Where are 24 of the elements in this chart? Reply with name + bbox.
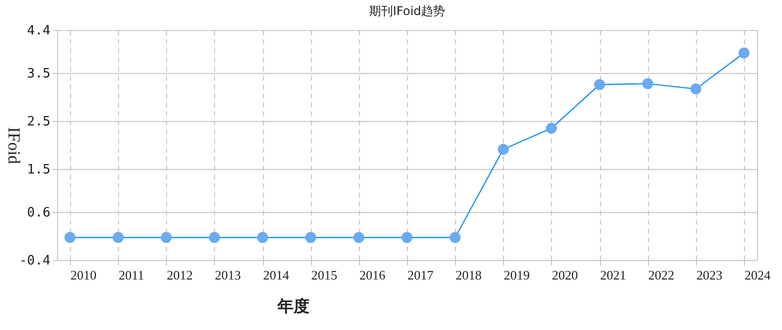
x-tick-label: 2015 bbox=[311, 268, 338, 282]
y-tick-label: -0.4 bbox=[19, 254, 51, 268]
y-tick-label: 3.5 bbox=[27, 66, 50, 82]
y-tick-label: 0.6 bbox=[27, 206, 50, 221]
x-tick-label: 2020 bbox=[552, 268, 578, 282]
y-axis-title: IFoid bbox=[4, 127, 24, 164]
x-axis-title: 年度 bbox=[276, 296, 310, 316]
x-tick-label: 2012 bbox=[166, 268, 193, 282]
x-tick-label: 2023 bbox=[696, 268, 722, 282]
chart-title: 期刊IFoid趋势 bbox=[368, 4, 446, 18]
y-tick-label: 2.5 bbox=[27, 114, 50, 130]
x-tick-label: 2024 bbox=[744, 268, 771, 282]
y-tick-label: 1.5 bbox=[27, 162, 50, 178]
x-tick-label: 2022 bbox=[648, 268, 674, 282]
x-tick-label: 2017 bbox=[408, 268, 434, 282]
x-tick-label: 2018 bbox=[456, 268, 482, 282]
y-tick-label: 4.4 bbox=[27, 24, 51, 38]
x-tick-label: 2013 bbox=[214, 268, 241, 282]
x-tick-label: 2019 bbox=[504, 268, 530, 282]
x-tick-label: 2021 bbox=[600, 268, 626, 282]
x-tick-label: 2016 bbox=[359, 268, 386, 282]
x-tick-label: 2011 bbox=[118, 268, 144, 282]
x-tick-label: 2014 bbox=[263, 268, 290, 282]
x-tick-label: 2010 bbox=[70, 268, 96, 282]
